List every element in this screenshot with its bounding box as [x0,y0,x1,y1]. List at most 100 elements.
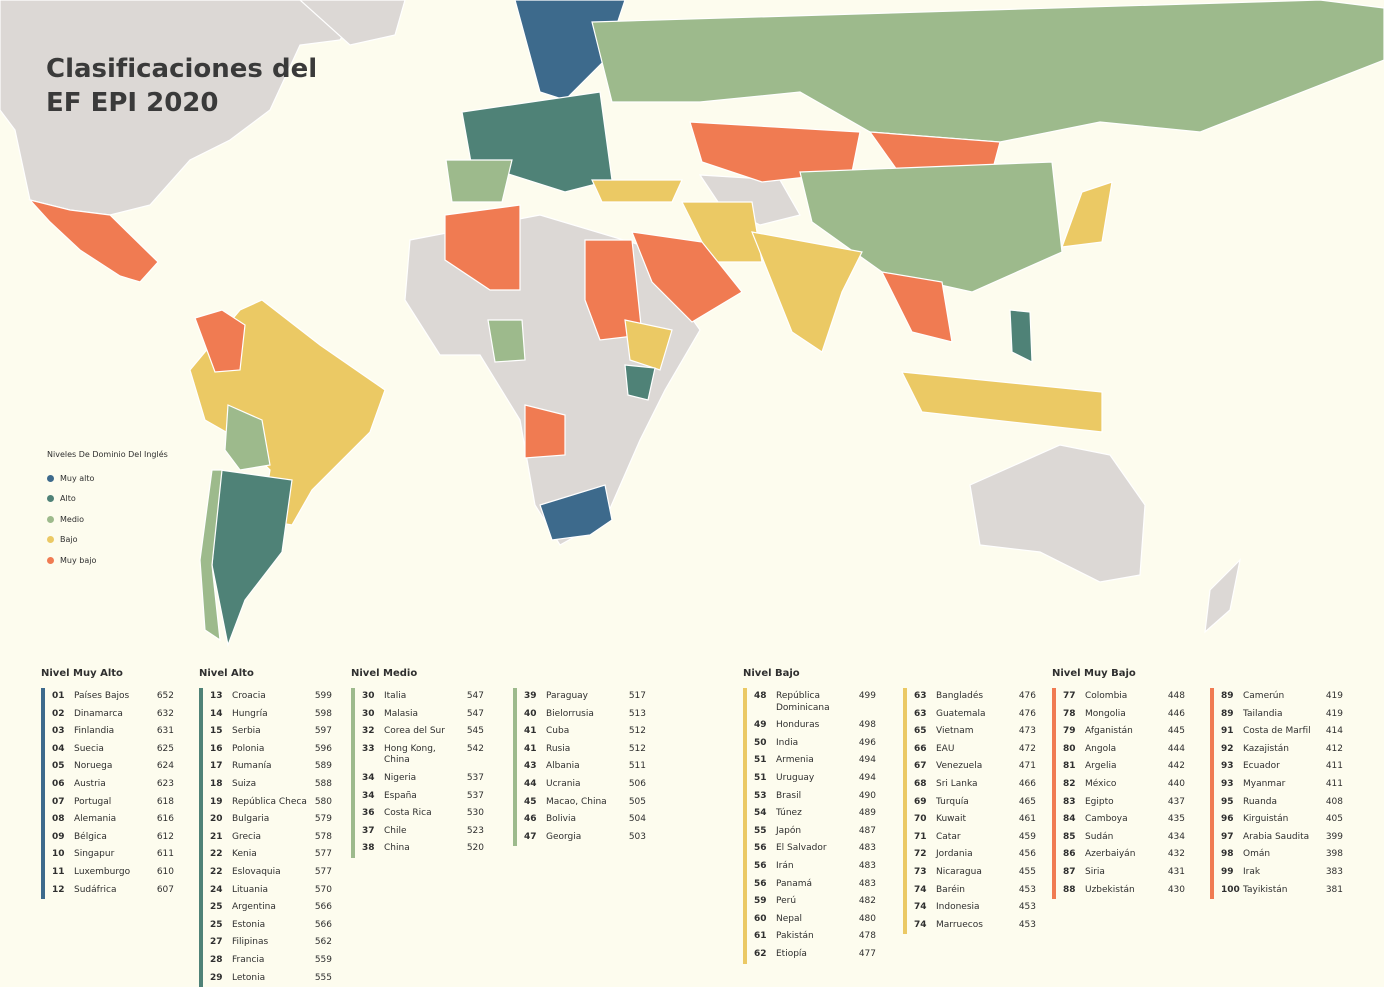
rank: 05 [52,761,65,772]
ranking-row: 24 Lituania 570 [210,882,332,900]
country: Malasia [384,708,419,719]
ranking-row: 62 Etiopía 477 [754,946,876,964]
country: Alemania [74,814,117,825]
rank: 69 [914,796,927,807]
score: 537 [466,772,484,783]
score: 577 [314,866,332,877]
rank: 29 [210,972,223,983]
rank: 22 [210,849,223,860]
country-area [539,484,613,541]
rank: 14 [210,708,223,719]
rank: 56 [754,878,767,889]
ranking-row: 80 Angola 444 [1063,741,1185,759]
score: 473 [1018,726,1036,737]
score: 442 [1167,761,1185,772]
score: 504 [628,814,646,825]
country: El Salvador [776,843,827,854]
ranking-row: 61 Pakistán 478 [754,928,876,946]
rank: 88 [1063,884,1076,895]
ranking-row: 17 Rumanía 589 [210,758,332,776]
rank: 38 [362,843,375,854]
country: EAU [936,743,955,754]
rank: 07 [52,796,65,807]
legend: Niveles De Dominio Del Inglés Muy alto Al… [47,450,168,571]
legend-item: Bajo [47,530,168,551]
rank: 15 [210,726,223,737]
rank: 30 [362,691,375,701]
country-area [584,239,643,341]
rank: 22 [210,866,223,877]
ranking-row: 83 Egipto 437 [1063,794,1185,812]
rank: 37 [362,825,375,836]
country-area [900,371,1103,433]
rank: 53 [754,790,767,801]
ranking-row: 28 Francia 559 [210,952,332,970]
country: Nigeria [384,772,417,783]
country: Egipto [1085,796,1114,807]
country-area [591,0,1384,143]
ranking-row: 91 Costa de Marfil 414 [1221,723,1343,741]
score: 598 [314,708,332,719]
score: 411 [1325,761,1343,772]
ranking-row: 49 Honduras 498 [754,717,876,735]
ranking-row: 98 Omán 398 [1221,846,1343,864]
ranking-row: 60 Nepal 480 [754,911,876,929]
country: Kuwait [936,814,967,825]
ranking-row: 88 Uzbekistán 430 [1063,882,1185,900]
rank: 87 [1063,866,1076,877]
country: Suiza [232,778,257,789]
score: 503 [628,831,646,842]
rank: 34 [362,790,375,801]
ranking-row: 71 Catar 459 [914,829,1036,847]
rank: 04 [52,743,65,754]
ranking-row: 100 Tayikistán 381 [1221,882,1343,900]
country: España [384,790,417,801]
country: Rusia [546,743,571,754]
score: 482 [858,896,876,907]
score: 459 [1018,831,1036,842]
country-area [445,159,513,203]
ranking-row: 15 Serbia 597 [210,723,332,741]
legend-swatch [47,536,54,544]
country: Ucrania [546,778,581,789]
rank: 80 [1063,743,1076,754]
rank: 62 [754,948,767,959]
country: Etiopía [776,948,807,959]
score: 499 [858,691,876,701]
ranking-row: 87 Siria 431 [1063,864,1185,882]
legend-item: Medio [47,509,168,530]
ranking-row: 67 Venezuela 471 [914,758,1036,776]
rank: 95 [1221,796,1234,807]
rank: 60 [754,913,767,924]
country: China [384,843,410,854]
rank: 97 [1221,831,1234,842]
rank: 47 [524,831,537,842]
rank: 44 [524,778,537,789]
score: 419 [1325,691,1343,701]
score: 477 [858,948,876,959]
score: 465 [1018,796,1036,807]
country: Sudáfrica [74,884,117,895]
country-area [524,404,566,459]
country: Ruanda [1243,796,1278,807]
group-title: Nivel Medio [351,668,418,679]
score: 545 [466,726,484,737]
country: Kenia [232,849,257,860]
rank: 59 [754,896,767,907]
country: Croacia [232,691,266,701]
score: 542 [466,743,484,754]
score: 578 [314,831,332,842]
ranking-row: 11 Luxemburgo 610 [52,864,174,882]
rank: 41 [524,726,537,737]
score: 505 [628,796,646,807]
ranking-row: 51 Uruguay 494 [754,770,876,788]
ranking-row: 38 China 520 [362,840,484,858]
ranking-row: 14 Hungría 598 [210,706,332,724]
rank: 25 [210,902,223,913]
ranking-row: 99 Irak 383 [1221,864,1343,882]
country-area [880,271,953,343]
country: Kirguistán [1243,814,1289,825]
country: Armenia [776,755,814,766]
rank: 16 [210,743,223,754]
ranking-row: 16 Polonia 596 [210,741,332,759]
